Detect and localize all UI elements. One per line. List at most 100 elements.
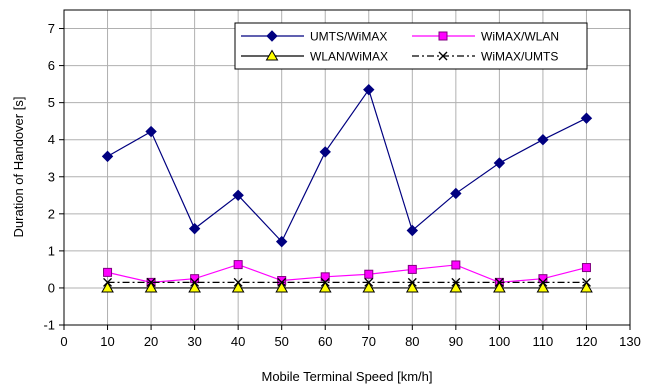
y-tick-label: -1 [43,318,55,333]
x-tick-label: 60 [318,334,332,349]
data-point-wimax-wlan [320,272,330,282]
legend-item-wimax-umts: WiMAX/UMTS [412,50,558,64]
data-point-wlan-wimax [275,281,289,293]
data-point-wimax-umts-stroke-b [451,277,461,287]
x-tick-label: 120 [576,334,598,349]
data-point-umts-wimax [232,189,244,202]
series-wimax-umts [103,277,591,287]
series-line-wimax-wlan [107,263,587,283]
x-tick-label: 50 [274,334,288,349]
data-point-umts-wimax [275,235,288,248]
data-point-umts-wimax [450,187,462,200]
legend-label: WLAN/WiMAX [310,50,388,64]
y-tick-label: 5 [48,95,55,110]
legend-swatch-marker [438,51,448,61]
x-tick-label: 30 [187,334,201,349]
legend-swatch-marker-stroke-b [438,51,448,61]
y-tick-label: 0 [48,280,55,295]
data-point-wimax-umts [364,277,374,287]
data-point-umts-wimax [406,224,419,237]
data-point-umts-wimax [188,222,201,235]
x-tick-label: 100 [489,334,511,349]
data-point-wlan-wimax [405,281,419,293]
data-point-umts-wimax [101,150,114,163]
data-point-wimax-umts [277,277,287,287]
x-tick-label: 130 [619,334,641,349]
data-point-umts-wimax [537,133,549,146]
x-axis-ticks: 0 10 20 30 40 50 60 70 80 90 100 110 120 130 [60,325,641,349]
legend-label: WiMAX/WLAN [481,30,559,44]
x-tick-label: 40 [231,334,245,349]
data-point-wimax-umts [582,277,591,287]
y-tick-label: 7 [48,21,55,36]
data-point-wimax-wlan [581,263,591,273]
y-axis-ticks: -1 0 1 2 3 4 5 6 7 [43,21,64,333]
data-point-umts-wimax [319,146,331,158]
data-point-wimax-umts-stroke-b [103,277,112,287]
x-tick-label: 80 [405,334,419,349]
data-point-wimax-umts [320,277,330,287]
data-point-wimax-umts-stroke-b [494,277,504,287]
data-point-wimax-umts-stroke-b [146,277,156,287]
data-point-wimax-umts [494,277,504,287]
y-axis-title: Duration of Handover [s] [11,97,26,238]
data-point-wlan-wimax [101,281,114,293]
data-point-wlan-wimax [144,281,158,293]
data-point-wlan-wimax [188,281,201,293]
data-point-wimax-umts [146,277,156,287]
x-tick-label: 10 [100,334,114,349]
series-wlan-wimax [101,281,593,293]
plot-border [63,9,631,326]
data-point-wlan-wimax [449,281,463,293]
series-umts-wimax [101,83,593,248]
legend: UMTS/WiMAX WiMAX/WLAN WLAN/WiMAX WiMAX/UMTS [234,22,588,70]
data-point-wimax-umts-stroke-b [233,277,243,287]
data-point-wlan-wimax [536,281,550,293]
y-tick-label: 2 [48,206,55,221]
y-tick-label: 4 [48,132,55,147]
series-wimax-wlan [103,260,591,287]
x-tick-label: 90 [449,334,463,349]
legend-item-wlan-wimax: WLAN/WiMAX [241,50,388,64]
data-point-wimax-umts-stroke-b [320,277,330,287]
data-point-umts-wimax [580,112,593,124]
series-layer [101,83,593,293]
data-point-umts-wimax [493,157,506,169]
legend-swatch-marker [265,49,279,61]
data-point-wimax-umts [451,277,461,287]
x-tick-label: 110 [533,334,554,349]
legend-box [234,22,588,70]
x-tick-label: 0 [60,334,67,349]
y-tick-label: 6 [48,58,55,73]
data-point-wimax-wlan [233,260,243,270]
data-point-wimax-wlan [407,264,417,274]
data-point-wimax-umts [103,277,112,287]
data-point-wlan-wimax [318,281,332,293]
data-point-umts-wimax [363,83,375,96]
data-point-wimax-wlan [103,267,113,277]
legend-swatch-marker [438,31,448,41]
data-point-wlan-wimax [580,281,593,293]
legend-swatch-marker [266,30,278,42]
data-point-wlan-wimax [231,281,245,293]
y-tick-label: 3 [48,169,55,184]
x-axis-title: Mobile Terminal Speed [km/h] [261,369,432,384]
data-point-wimax-umts-stroke-b [190,277,200,287]
legend-label: UMTS/WiMAX [310,30,387,44]
data-point-wlan-wimax [362,281,376,293]
data-point-wimax-wlan [364,269,374,279]
legend-item-wimax-wlan: WiMAX/WLAN [412,30,559,44]
legend-label: WiMAX/UMTS [481,50,558,64]
series-line-umts-wimax [107,88,587,243]
data-point-wimax-umts [233,277,243,287]
data-point-wimax-umts [407,277,417,287]
data-point-wimax-umts-stroke-b [364,277,374,287]
data-point-wimax-umts-stroke-b [277,277,287,287]
data-point-wlan-wimax [493,281,506,293]
legend-item-umts-wimax: UMTS/WiMAX [241,30,387,44]
x-tick-label: 20 [144,334,158,349]
data-point-umts-wimax [145,125,157,138]
data-point-wimax-wlan [451,260,461,270]
data-point-wimax-umts-stroke-b [582,277,591,287]
